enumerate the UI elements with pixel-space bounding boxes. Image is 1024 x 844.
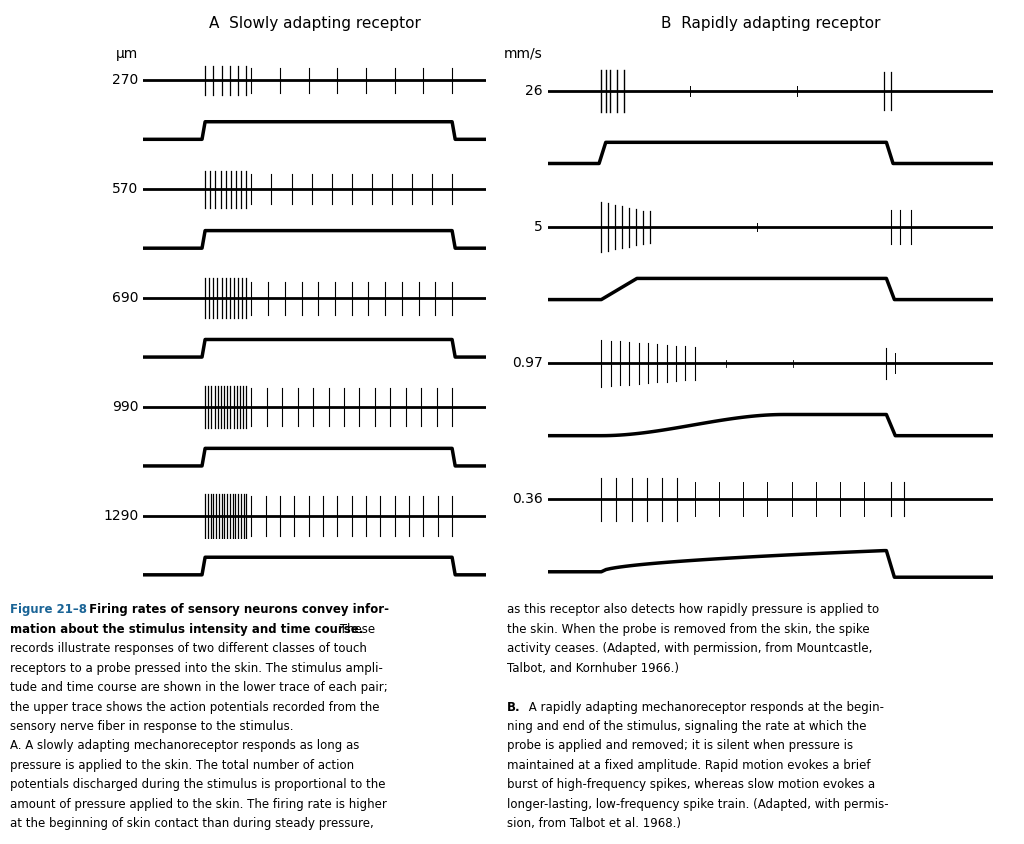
Text: Firing rates of sensory neurons convey infor-: Firing rates of sensory neurons convey i… bbox=[85, 603, 389, 616]
Text: Talbot, and Kornhuber 1966.): Talbot, and Kornhuber 1966.) bbox=[507, 662, 679, 674]
Text: μm: μm bbox=[116, 46, 138, 61]
Text: These: These bbox=[336, 623, 375, 636]
Text: at the beginning of skin contact than during steady pressure,: at the beginning of skin contact than du… bbox=[10, 817, 374, 830]
Text: sensory nerve fiber in response to the stimulus.: sensory nerve fiber in response to the s… bbox=[10, 720, 294, 733]
Text: mm/s: mm/s bbox=[504, 46, 543, 61]
Text: probe is applied and removed; it is silent when pressure is: probe is applied and removed; it is sile… bbox=[507, 739, 853, 752]
Text: 0.36: 0.36 bbox=[512, 492, 543, 506]
Text: 5: 5 bbox=[534, 220, 543, 234]
Text: 26: 26 bbox=[525, 84, 543, 98]
Text: potentials discharged during the stimulus is proportional to the: potentials discharged during the stimulu… bbox=[10, 778, 386, 791]
Text: longer-lasting, low-frequency spike train. (Adapted, with permis-: longer-lasting, low-frequency spike trai… bbox=[507, 798, 889, 810]
Text: A. A slowly adapting mechanoreceptor responds as long as: A. A slowly adapting mechanoreceptor res… bbox=[10, 739, 359, 752]
Text: records illustrate responses of two different classes of touch: records illustrate responses of two diff… bbox=[10, 642, 368, 655]
Text: 1290: 1290 bbox=[103, 509, 138, 523]
Text: 990: 990 bbox=[112, 400, 138, 414]
Text: maintained at a fixed amplitude. Rapid motion evokes a brief: maintained at a fixed amplitude. Rapid m… bbox=[507, 759, 870, 771]
Text: B.: B. bbox=[507, 701, 520, 713]
Text: 690: 690 bbox=[112, 291, 138, 306]
Text: receptors to a probe pressed into the skin. The stimulus ampli-: receptors to a probe pressed into the sk… bbox=[10, 662, 383, 674]
Text: A rapidly adapting mechanoreceptor responds at the begin-: A rapidly adapting mechanoreceptor respo… bbox=[525, 701, 885, 713]
Text: amount of pressure applied to the skin. The firing rate is higher: amount of pressure applied to the skin. … bbox=[10, 798, 387, 810]
Text: 270: 270 bbox=[112, 73, 138, 88]
Text: the skin. When the probe is removed from the skin, the spike: the skin. When the probe is removed from… bbox=[507, 623, 869, 636]
Text: sion, from Talbot et al. 1968.): sion, from Talbot et al. 1968.) bbox=[507, 817, 681, 830]
Text: burst of high-frequency spikes, whereas slow motion evokes a: burst of high-frequency spikes, whereas … bbox=[507, 778, 874, 791]
Text: as this receptor also detects how rapidly pressure is applied to: as this receptor also detects how rapidl… bbox=[507, 603, 879, 616]
Text: activity ceases. (Adapted, with permission, from Mountcastle,: activity ceases. (Adapted, with permissi… bbox=[507, 642, 872, 655]
Text: the upper trace shows the action potentials recorded from the: the upper trace shows the action potenti… bbox=[10, 701, 380, 713]
Text: tude and time course are shown in the lower trace of each pair;: tude and time course are shown in the lo… bbox=[10, 681, 388, 694]
Text: 0.97: 0.97 bbox=[512, 356, 543, 371]
Text: ning and end of the stimulus, signaling the rate at which the: ning and end of the stimulus, signaling … bbox=[507, 720, 866, 733]
Text: Figure 21–8: Figure 21–8 bbox=[10, 603, 87, 616]
Text: B  Rapidly adapting receptor: B Rapidly adapting receptor bbox=[660, 16, 881, 31]
Text: pressure is applied to the skin. The total number of action: pressure is applied to the skin. The tot… bbox=[10, 759, 354, 771]
Text: 570: 570 bbox=[112, 182, 138, 197]
Text: mation about the stimulus intensity and time course.: mation about the stimulus intensity and … bbox=[10, 623, 364, 636]
Text: A  Slowly adapting receptor: A Slowly adapting receptor bbox=[209, 16, 421, 31]
